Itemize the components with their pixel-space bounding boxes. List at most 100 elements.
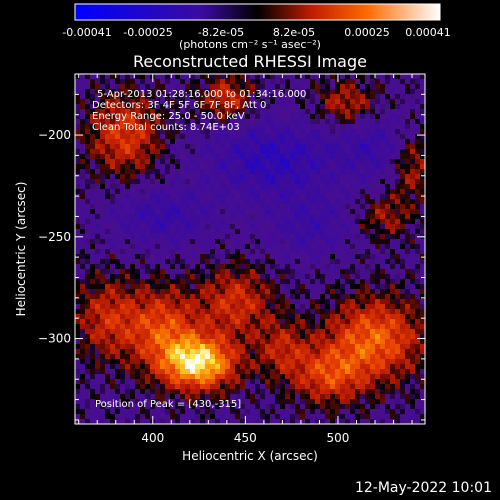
heatmap-cell [155,359,161,365]
heatmap-cell [255,94,261,100]
heatmap-cell [100,389,106,395]
heatmap-cell [365,239,371,245]
heatmap-cell [160,374,166,380]
heatmap-cell [300,349,306,355]
heatmap-cell [135,334,141,340]
heatmap-cell [395,219,401,225]
heatmap-cell [415,199,421,205]
heatmap-cell [130,134,136,140]
heatmap-cell [220,224,226,230]
heatmap-cell [145,334,151,340]
heatmap-cell [320,374,326,380]
heatmap-cell [410,339,416,345]
heatmap-cell [195,359,201,365]
heatmap-cell [405,124,411,130]
heatmap-cell [210,144,216,150]
heatmap-cell [125,179,131,185]
heatmap-cell [290,209,296,215]
heatmap-cell [325,204,331,210]
heatmap-cell [415,314,421,320]
heatmap-cell [410,164,416,170]
heatmap-cell [280,164,286,170]
heatmap-cell [210,254,216,260]
heatmap-cell [345,299,351,305]
heatmap-cell [385,309,391,315]
heatmap-cell [315,159,321,165]
heatmap-cell [210,419,216,425]
heatmap-cell [370,134,376,140]
heatmap-cell [220,219,226,225]
heatmap-cell [120,419,126,425]
heatmap-cell [230,374,236,380]
heatmap-cell [165,349,171,355]
heatmap-cell [305,409,311,415]
heatmap-cell [370,124,376,130]
heatmap-cell [405,199,411,205]
heatmap-cell [80,244,86,250]
heatmap-cell [230,224,236,230]
heatmap-cell [210,354,216,360]
heatmap-cell [210,199,216,205]
heatmap-cell [120,159,126,165]
heatmap-cell [190,144,196,150]
heatmap-cell [295,399,301,405]
heatmap-cell [315,209,321,215]
heatmap-cell [260,199,266,205]
heatmap-cell [240,264,246,270]
heatmap-cell [235,174,241,180]
heatmap-cell [115,149,121,155]
heatmap-cell [260,174,266,180]
heatmap-cell [265,304,271,310]
heatmap-cell [130,194,136,200]
heatmap-cell [160,254,166,260]
heatmap-cell [345,319,351,325]
heatmap-cell [275,84,281,90]
heatmap-cell [90,354,96,360]
heatmap-cell [355,299,361,305]
heatmap-cell [325,319,331,325]
heatmap-cell [335,294,341,300]
heatmap-cell [85,189,91,195]
heatmap-cell [195,394,201,400]
heatmap-cell [385,154,391,160]
heatmap-cell [175,204,181,210]
heatmap-cell [340,169,346,175]
heatmap-cell [245,174,251,180]
heatmap-cell [215,84,221,90]
heatmap-cell [160,324,166,330]
heatmap-cell [305,199,311,205]
heatmap-cell [215,159,221,165]
heatmap-cell [170,94,176,100]
heatmap-cell [415,289,421,295]
heatmap-cell [245,399,251,405]
heatmap-cell [110,79,116,85]
heatmap-cell [335,84,341,90]
heatmap-cell [110,344,116,350]
heatmap-cell [400,79,406,85]
heatmap-cell [120,259,126,265]
heatmap-cell [95,294,101,300]
heatmap-cell [345,169,351,175]
heatmap-cell [405,289,411,295]
heatmap-cell [250,199,256,205]
heatmap-cell [295,239,301,245]
heatmap-cell [150,404,156,410]
heatmap-cell [165,329,171,335]
heatmap-cell [395,159,401,165]
heatmap-cell [130,159,136,165]
heatmap-cell [220,349,226,355]
heatmap-cell [325,249,331,255]
heatmap-cell [255,114,261,120]
heatmap-cell [135,269,141,275]
heatmap-cell [105,359,111,365]
heatmap-cell [175,94,181,100]
heatmap-cell [120,369,126,375]
heatmap-cell [340,274,346,280]
heatmap-cell [390,179,396,185]
heatmap-cell [365,324,371,330]
heatmap-cell [175,414,181,420]
heatmap-cell [250,419,256,425]
heatmap-cell [235,409,241,415]
heatmap-cell [285,149,291,155]
heatmap-cell [420,269,426,275]
